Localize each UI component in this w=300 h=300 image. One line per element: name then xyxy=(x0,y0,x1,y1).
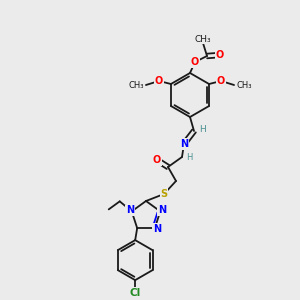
Text: O: O xyxy=(216,50,224,60)
Text: CH₃: CH₃ xyxy=(128,80,144,89)
Text: Cl: Cl xyxy=(130,288,141,298)
Text: S: S xyxy=(160,189,168,199)
Text: N: N xyxy=(153,224,161,234)
Text: CH₃: CH₃ xyxy=(195,34,211,43)
Text: N: N xyxy=(180,139,188,149)
Text: O: O xyxy=(153,155,161,165)
Text: O: O xyxy=(155,76,163,86)
Text: O: O xyxy=(217,76,225,86)
Text: H: H xyxy=(199,125,206,134)
Text: O: O xyxy=(191,57,199,67)
Text: N: N xyxy=(126,206,134,215)
Text: N: N xyxy=(158,206,166,215)
Text: CH₃: CH₃ xyxy=(236,80,252,89)
Text: H: H xyxy=(186,154,192,163)
